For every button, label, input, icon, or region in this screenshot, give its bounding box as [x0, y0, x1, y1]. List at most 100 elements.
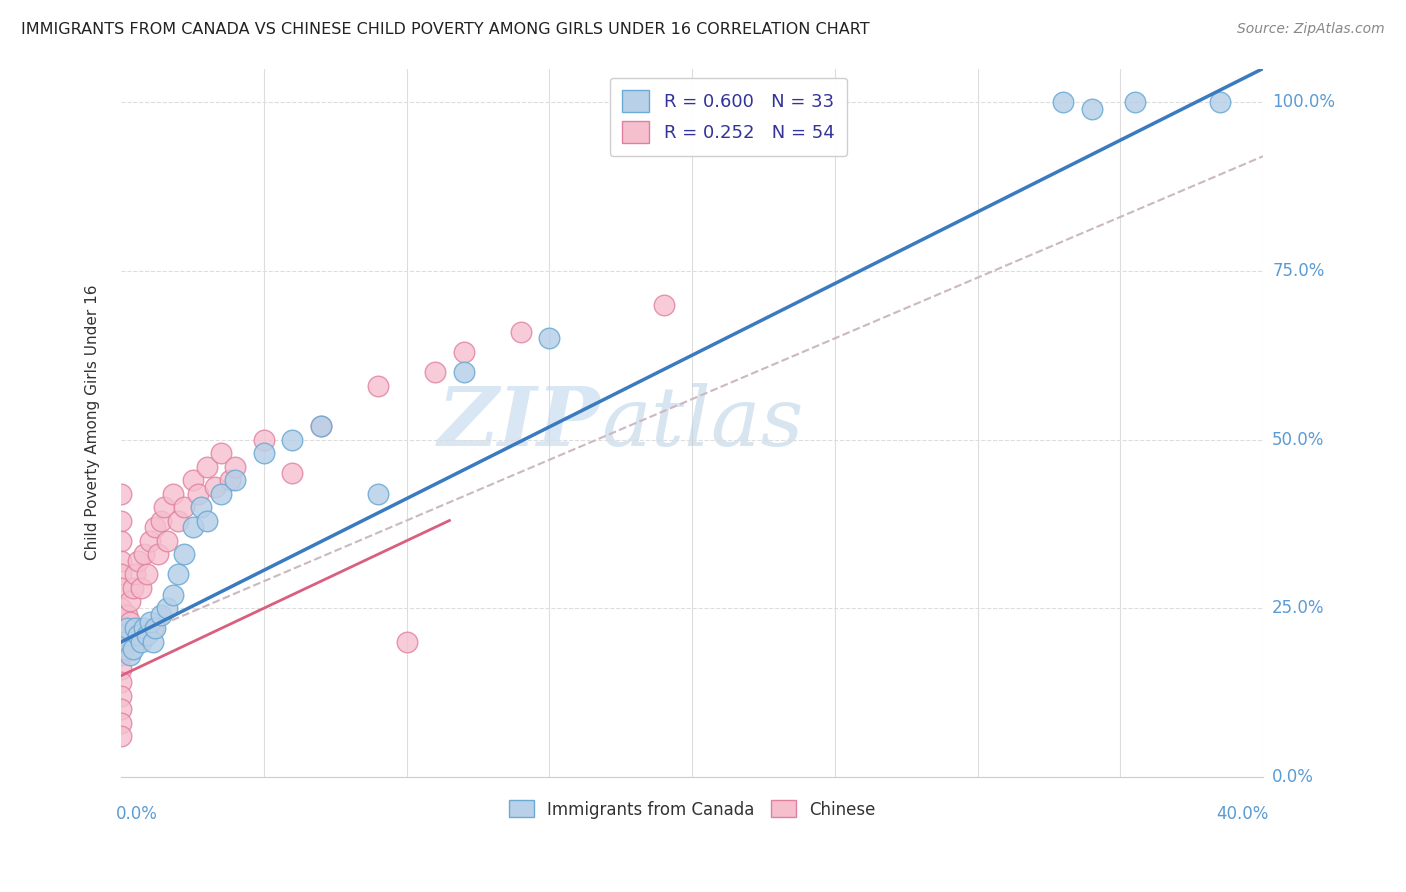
Point	[173, 547, 195, 561]
Point	[115, 628, 138, 642]
Point	[187, 486, 209, 500]
Point	[209, 446, 232, 460]
Point	[395, 635, 418, 649]
Point	[156, 533, 179, 548]
Point	[253, 446, 276, 460]
Point	[190, 500, 212, 514]
Point	[110, 554, 132, 568]
Point	[167, 567, 190, 582]
Point	[1080, 102, 1102, 116]
Point	[110, 581, 132, 595]
Point	[110, 486, 132, 500]
Point	[135, 567, 157, 582]
Point	[253, 433, 276, 447]
Point	[110, 702, 132, 716]
Point	[281, 433, 304, 447]
Point	[112, 622, 135, 636]
Point	[309, 419, 332, 434]
Y-axis label: Child Poverty Among Girls Under 16: Child Poverty Among Girls Under 16	[86, 285, 100, 560]
Text: 25.0%: 25.0%	[1272, 599, 1324, 617]
Point	[121, 641, 143, 656]
Point	[162, 486, 184, 500]
Point	[195, 514, 218, 528]
Point	[204, 480, 226, 494]
Point	[150, 514, 173, 528]
Point	[129, 581, 152, 595]
Point	[112, 641, 135, 656]
Text: 0.0%: 0.0%	[1272, 768, 1315, 786]
Text: IMMIGRANTS FROM CANADA VS CHINESE CHILD POVERTY AMONG GIRLS UNDER 16 CORRELATION: IMMIGRANTS FROM CANADA VS CHINESE CHILD …	[21, 22, 870, 37]
Point	[138, 533, 160, 548]
Point	[509, 325, 531, 339]
Point	[110, 662, 132, 676]
Point	[127, 628, 149, 642]
Point	[195, 459, 218, 474]
Point	[118, 648, 141, 663]
Point	[110, 601, 132, 615]
Text: atlas: atlas	[600, 383, 803, 463]
Point	[453, 344, 475, 359]
Point	[153, 500, 176, 514]
Point	[129, 635, 152, 649]
Point	[148, 547, 170, 561]
Point	[218, 473, 240, 487]
Point	[138, 615, 160, 629]
Point	[135, 628, 157, 642]
Point	[453, 365, 475, 379]
Point	[124, 567, 146, 582]
Point	[110, 533, 132, 548]
Point	[118, 615, 141, 629]
Point	[156, 601, 179, 615]
Point	[150, 607, 173, 622]
Point	[224, 473, 246, 487]
Point	[367, 378, 389, 392]
Point	[538, 331, 561, 345]
Text: Source: ZipAtlas.com: Source: ZipAtlas.com	[1237, 22, 1385, 37]
Point	[132, 622, 155, 636]
Point	[112, 635, 135, 649]
Point	[124, 622, 146, 636]
Point	[110, 628, 132, 642]
Point	[167, 514, 190, 528]
Point	[181, 520, 204, 534]
Text: 0.0%: 0.0%	[115, 805, 157, 823]
Point	[110, 514, 132, 528]
Point	[141, 635, 163, 649]
Point	[145, 520, 167, 534]
Point	[181, 473, 204, 487]
Point	[1052, 95, 1074, 110]
Point	[1123, 95, 1146, 110]
Point	[110, 689, 132, 703]
Point	[110, 567, 132, 582]
Point	[145, 622, 167, 636]
Point	[110, 635, 132, 649]
Point	[110, 675, 132, 690]
Point	[173, 500, 195, 514]
Point	[121, 581, 143, 595]
Point	[281, 467, 304, 481]
Point	[110, 648, 132, 663]
Point	[209, 486, 232, 500]
Point	[115, 622, 138, 636]
Point	[367, 486, 389, 500]
Text: 100.0%: 100.0%	[1272, 94, 1336, 112]
Text: 40.0%: 40.0%	[1216, 805, 1268, 823]
Legend: Immigrants from Canada, Chinese: Immigrants from Canada, Chinese	[502, 794, 883, 825]
Point	[162, 588, 184, 602]
Text: 75.0%: 75.0%	[1272, 262, 1324, 280]
Point	[1209, 95, 1232, 110]
Point	[652, 298, 675, 312]
Point	[224, 459, 246, 474]
Point	[110, 622, 132, 636]
Point	[127, 554, 149, 568]
Text: ZIP: ZIP	[439, 383, 600, 463]
Point	[118, 594, 141, 608]
Point	[110, 730, 132, 744]
Point	[309, 419, 332, 434]
Text: 50.0%: 50.0%	[1272, 431, 1324, 449]
Point	[115, 607, 138, 622]
Point	[132, 547, 155, 561]
Point	[425, 365, 447, 379]
Point	[141, 622, 163, 636]
Point	[110, 715, 132, 730]
